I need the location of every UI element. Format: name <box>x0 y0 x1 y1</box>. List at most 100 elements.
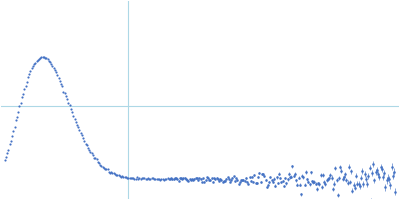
Point <box>129 176 135 180</box>
Point <box>145 177 151 180</box>
Point <box>163 177 170 180</box>
Point <box>53 70 59 74</box>
Point <box>152 177 158 181</box>
Point <box>104 168 111 171</box>
Point <box>103 168 110 171</box>
Point <box>41 55 47 58</box>
Point <box>54 73 60 77</box>
Point <box>33 59 40 63</box>
Point <box>94 160 101 164</box>
Point <box>37 56 44 59</box>
Point <box>97 163 104 166</box>
Point <box>55 77 62 80</box>
Point <box>117 174 123 177</box>
Point <box>76 129 83 132</box>
Point <box>5 148 12 151</box>
Point <box>162 178 168 181</box>
Point <box>15 110 21 113</box>
Point <box>8 139 14 143</box>
Point <box>87 150 94 153</box>
Point <box>52 69 58 72</box>
Point <box>134 175 140 178</box>
Point <box>26 73 32 76</box>
Point <box>139 176 145 179</box>
Point <box>79 134 85 137</box>
Point <box>19 96 25 99</box>
Point <box>63 95 69 98</box>
Point <box>150 176 156 180</box>
Point <box>16 105 23 108</box>
Point <box>164 176 171 180</box>
Point <box>160 177 166 180</box>
Point <box>46 59 52 63</box>
Point <box>110 172 117 175</box>
Point <box>60 90 67 93</box>
Point <box>81 139 88 142</box>
Point <box>136 176 142 179</box>
Point <box>118 175 124 178</box>
Point <box>69 111 75 114</box>
Point <box>72 120 79 123</box>
Point <box>42 56 48 59</box>
Point <box>6 143 13 146</box>
Point <box>114 174 120 177</box>
Point <box>28 67 35 70</box>
Point <box>27 70 34 73</box>
Point <box>32 61 38 65</box>
Point <box>96 162 102 165</box>
Point <box>141 177 148 180</box>
Point <box>93 158 100 161</box>
Point <box>30 64 36 67</box>
Point <box>166 177 172 180</box>
Point <box>130 177 136 180</box>
Point <box>107 171 113 174</box>
Point <box>48 62 54 65</box>
Point <box>2 159 8 162</box>
Point <box>92 156 98 160</box>
Point <box>66 103 73 107</box>
Point <box>11 125 18 128</box>
Point <box>36 57 42 61</box>
Point <box>71 117 78 121</box>
Point <box>84 143 90 147</box>
Point <box>102 167 108 170</box>
Point <box>21 87 28 90</box>
Point <box>4 151 10 154</box>
Point <box>90 153 96 156</box>
Point <box>100 166 106 169</box>
Point <box>12 118 19 121</box>
Point <box>124 176 130 180</box>
Point <box>40 55 46 58</box>
Point <box>47 61 53 64</box>
Point <box>106 170 112 173</box>
Point <box>14 115 20 118</box>
Point <box>132 177 139 180</box>
Point <box>109 172 116 175</box>
Point <box>49 64 56 68</box>
Point <box>156 178 162 181</box>
Point <box>119 174 126 178</box>
Point <box>75 126 81 129</box>
Point <box>148 176 155 180</box>
Point <box>20 92 26 95</box>
Point <box>135 177 141 180</box>
Point <box>120 176 127 179</box>
Point <box>59 84 66 87</box>
Point <box>126 176 133 179</box>
Point <box>9 134 15 137</box>
Point <box>123 175 129 179</box>
Point <box>18 101 24 105</box>
Point <box>146 178 152 181</box>
Point <box>34 58 41 61</box>
Point <box>158 178 165 181</box>
Point <box>131 177 138 180</box>
Point <box>24 80 30 84</box>
Point <box>128 176 134 179</box>
Point <box>78 132 84 135</box>
Point <box>125 176 132 180</box>
Point <box>86 149 92 152</box>
Point <box>80 136 86 140</box>
Point <box>142 177 149 181</box>
Point <box>108 171 114 174</box>
Point <box>22 84 29 87</box>
